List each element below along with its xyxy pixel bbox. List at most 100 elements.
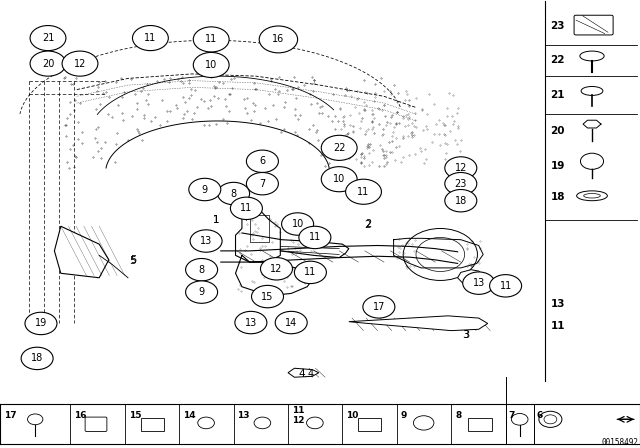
Circle shape xyxy=(259,26,298,53)
Circle shape xyxy=(235,311,267,334)
Text: 11: 11 xyxy=(304,267,317,277)
Polygon shape xyxy=(54,226,109,278)
Text: 5: 5 xyxy=(130,256,136,266)
Circle shape xyxy=(294,261,326,284)
Circle shape xyxy=(299,226,331,249)
Text: 10: 10 xyxy=(346,411,358,420)
Text: 12: 12 xyxy=(270,264,283,274)
Circle shape xyxy=(198,417,214,429)
Text: 4: 4 xyxy=(307,369,314,379)
Bar xyxy=(141,418,164,431)
Polygon shape xyxy=(458,270,486,288)
Text: 11
12: 11 12 xyxy=(292,406,305,426)
Text: 3: 3 xyxy=(463,330,469,340)
Circle shape xyxy=(463,272,495,294)
Circle shape xyxy=(28,414,43,425)
Text: 3: 3 xyxy=(463,330,469,340)
Text: 23: 23 xyxy=(550,21,565,31)
Circle shape xyxy=(413,416,434,430)
Text: 13: 13 xyxy=(200,236,212,246)
Text: 8: 8 xyxy=(230,189,237,198)
Text: 23: 23 xyxy=(454,179,467,189)
Bar xyxy=(468,418,492,431)
Text: 21: 21 xyxy=(42,33,54,43)
Circle shape xyxy=(230,197,262,220)
Circle shape xyxy=(21,347,53,370)
Text: 18: 18 xyxy=(550,192,565,202)
Ellipse shape xyxy=(584,194,600,198)
Text: 11: 11 xyxy=(357,187,370,197)
Text: 12: 12 xyxy=(454,163,467,173)
Text: 7: 7 xyxy=(259,179,266,189)
Text: 7: 7 xyxy=(508,411,515,420)
Text: 20: 20 xyxy=(42,59,54,69)
Text: 11: 11 xyxy=(144,33,157,43)
Text: 13: 13 xyxy=(237,411,250,420)
Circle shape xyxy=(282,213,314,235)
Text: 6: 6 xyxy=(259,156,266,166)
Circle shape xyxy=(511,414,528,425)
Text: 15: 15 xyxy=(129,411,141,420)
Text: 5: 5 xyxy=(130,255,136,265)
Text: 10: 10 xyxy=(333,174,346,184)
Circle shape xyxy=(363,296,395,318)
Circle shape xyxy=(30,26,66,51)
Text: 17: 17 xyxy=(4,411,17,420)
Ellipse shape xyxy=(580,51,604,61)
Circle shape xyxy=(307,417,323,429)
Text: 15: 15 xyxy=(261,292,274,302)
Polygon shape xyxy=(288,368,319,377)
Text: 18: 18 xyxy=(31,353,44,363)
FancyBboxPatch shape xyxy=(85,417,107,431)
Text: 11: 11 xyxy=(499,281,512,291)
Circle shape xyxy=(132,26,168,51)
Circle shape xyxy=(445,157,477,179)
Circle shape xyxy=(490,275,522,297)
Circle shape xyxy=(445,190,477,212)
Text: 8: 8 xyxy=(455,411,461,420)
Circle shape xyxy=(186,281,218,303)
Circle shape xyxy=(580,153,604,169)
Text: 19: 19 xyxy=(35,319,47,328)
Circle shape xyxy=(544,415,557,424)
Text: 4: 4 xyxy=(299,369,305,379)
Text: 9: 9 xyxy=(198,287,205,297)
Text: 21: 21 xyxy=(550,90,565,100)
Text: 22: 22 xyxy=(550,55,565,65)
Circle shape xyxy=(321,135,357,160)
Circle shape xyxy=(193,27,229,52)
Text: 2: 2 xyxy=(365,219,371,229)
Text: 20: 20 xyxy=(550,126,565,136)
Circle shape xyxy=(254,417,271,429)
Text: 1: 1 xyxy=(213,215,220,225)
Bar xyxy=(358,418,381,431)
Text: 18: 18 xyxy=(454,196,467,206)
Text: 14: 14 xyxy=(183,411,196,420)
Circle shape xyxy=(321,167,357,192)
Text: 13: 13 xyxy=(550,299,565,309)
Text: 11: 11 xyxy=(550,321,565,331)
Text: 2: 2 xyxy=(365,220,371,230)
Text: 10: 10 xyxy=(291,219,304,229)
Text: 10: 10 xyxy=(205,60,218,70)
Circle shape xyxy=(25,312,57,335)
Circle shape xyxy=(62,51,98,76)
Text: 11: 11 xyxy=(240,203,253,213)
Text: 9: 9 xyxy=(401,411,407,420)
Text: 22: 22 xyxy=(333,143,346,153)
Text: 11: 11 xyxy=(205,34,218,44)
Circle shape xyxy=(186,258,218,281)
Circle shape xyxy=(445,172,477,195)
Circle shape xyxy=(275,311,307,334)
Text: 11: 11 xyxy=(308,233,321,242)
Circle shape xyxy=(190,230,222,252)
Text: 6: 6 xyxy=(537,411,543,420)
Text: 17: 17 xyxy=(372,302,385,312)
Text: 14: 14 xyxy=(285,318,298,327)
Circle shape xyxy=(252,285,284,308)
Text: 16: 16 xyxy=(74,411,87,420)
Circle shape xyxy=(189,178,221,201)
Ellipse shape xyxy=(577,191,607,201)
Circle shape xyxy=(246,150,278,172)
Circle shape xyxy=(193,52,229,78)
